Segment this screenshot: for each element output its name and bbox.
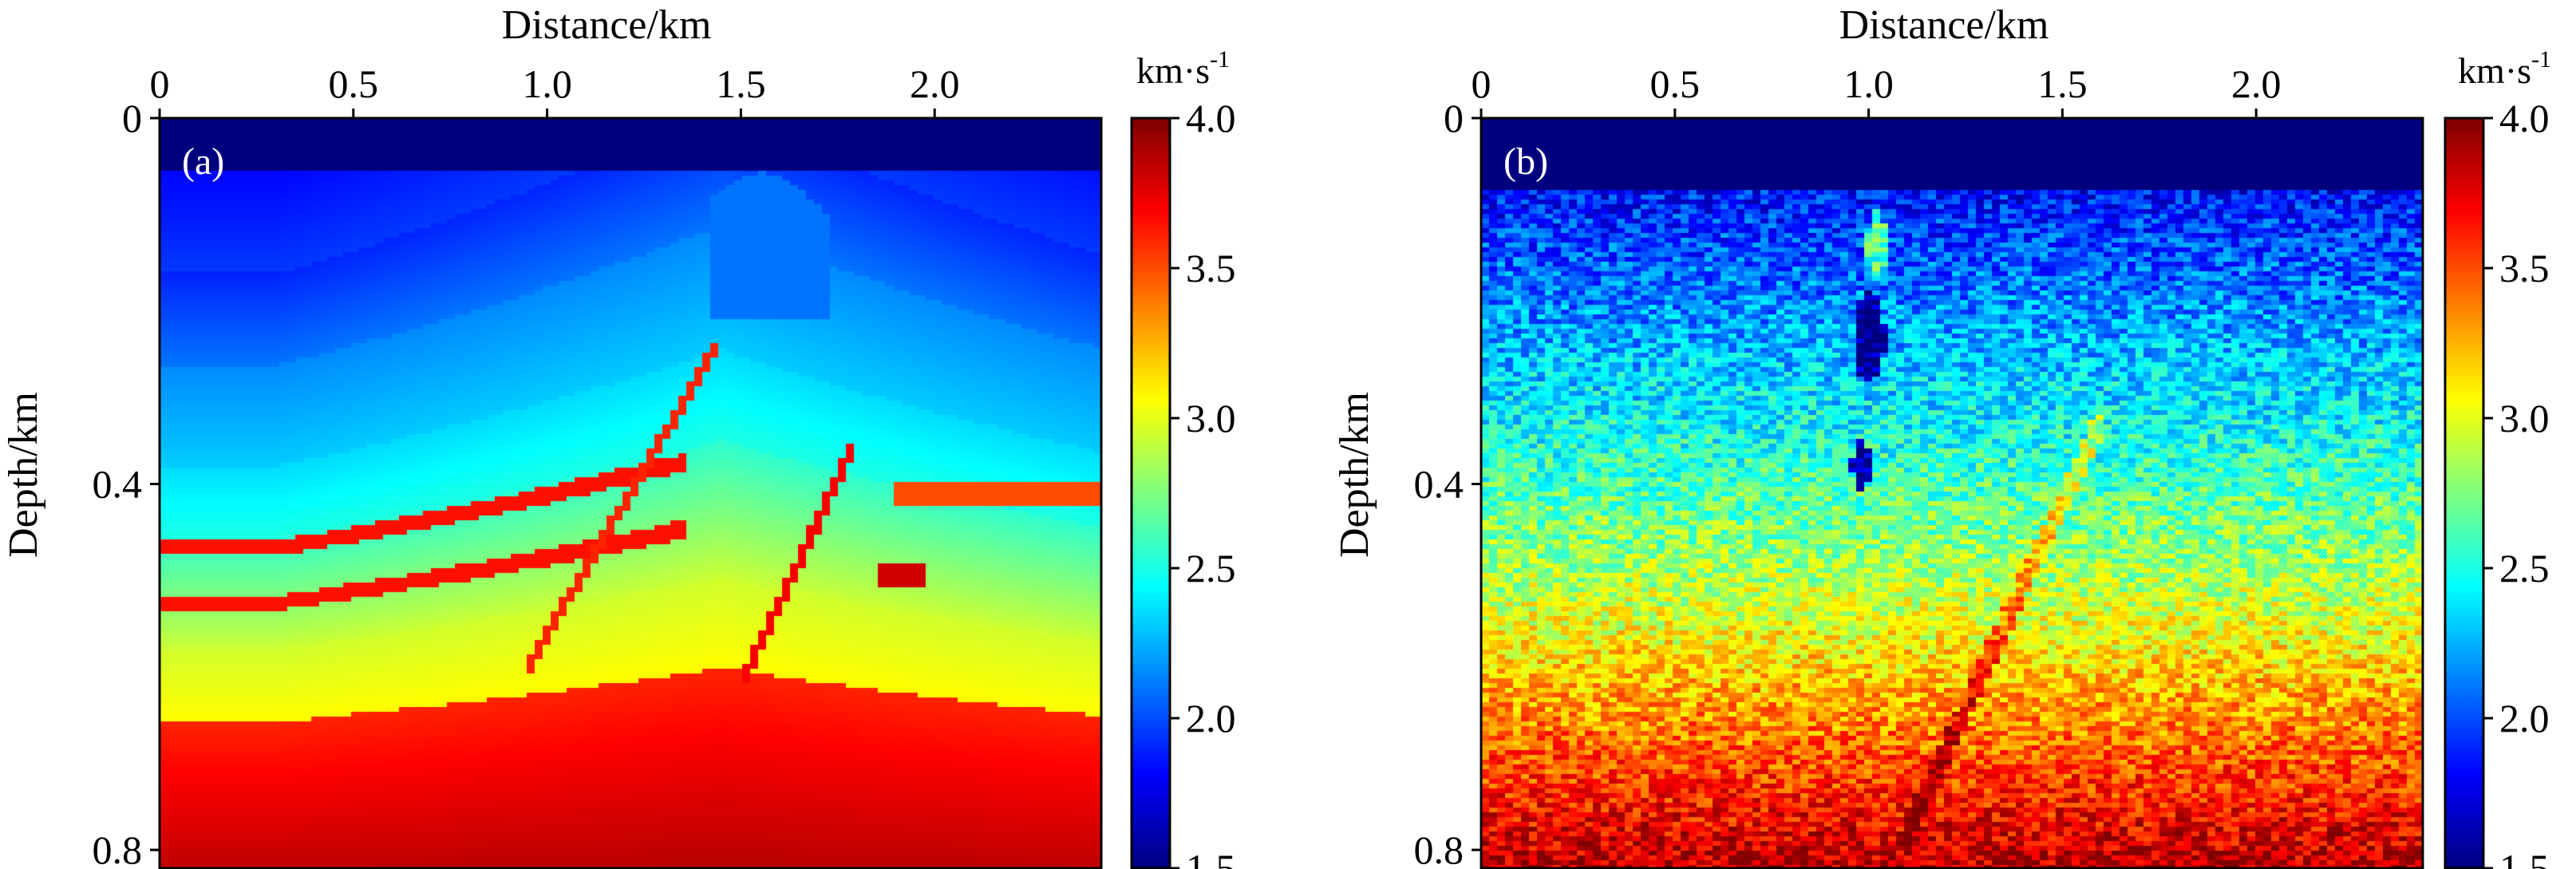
panel-b-heatmap bbox=[1481, 118, 2423, 868]
panel-b-x-tick-label: 1.0 bbox=[1843, 61, 1894, 106]
panel-a-y-tick-label: 0.8 bbox=[93, 828, 143, 869]
panel-b-colorbar-tick-label: 2.0 bbox=[2499, 696, 2550, 741]
panel-a-x-tick-label: 2.0 bbox=[910, 61, 960, 106]
panel-b-x-ticks: 0 0.5 1.0 1.5 2.0 bbox=[1472, 61, 2282, 118]
panel-a-ylabel: Depth/km bbox=[1, 392, 46, 558]
panel-b-colorbar-ticks: 4.0 3.5 3.0 2.5 2.0 1.5 bbox=[2483, 96, 2550, 869]
panel-b-y-tick-label: 0.8 bbox=[1414, 828, 1464, 869]
panel-b-ylabel: Depth/km bbox=[1332, 392, 1377, 558]
panel-a-colorbar-tick-label: 2.0 bbox=[1186, 696, 1236, 741]
panel-b-colorbar-tick-label: 3.0 bbox=[2499, 396, 2550, 440]
panel-a-x-tick-label: 1.0 bbox=[522, 61, 572, 106]
panel-a-x-tick-label: 1.5 bbox=[716, 61, 766, 106]
panel-a-colorbar-unit: km·s-1 bbox=[1136, 46, 1230, 91]
panel-b-colorbar-unit: km·s-1 bbox=[2458, 46, 2551, 91]
panel-b-y-tick-label: 0 bbox=[1444, 96, 1464, 140]
panel-a-x-ticks: 0 0.5 1.0 1.5 2.0 bbox=[150, 61, 960, 118]
panel-b-x-tick-label: 0.5 bbox=[1650, 61, 1701, 106]
panel-a-label: (a) bbox=[182, 140, 224, 183]
panel-a-xlabel: Distance/km bbox=[502, 2, 712, 48]
panel-b-colorbar-tick-label: 1.5 bbox=[2499, 846, 2550, 869]
panel-b: Distance/km Depth/km 0 0.5 1.0 1.5 2.0 00.40… bbox=[1332, 2, 2551, 869]
panel-b-xlabel: Distance/km bbox=[1839, 2, 2049, 48]
panel-b-colorbar-unit-exponent: -1 bbox=[2531, 46, 2551, 73]
panel-b-label: (b) bbox=[1503, 140, 1548, 183]
panel-a-colorbar bbox=[1130, 117, 1171, 869]
panel-b-colorbar-tick-label: 2.5 bbox=[2499, 546, 2550, 591]
panel-b-x-tick-label: 1.5 bbox=[2037, 61, 2088, 106]
panel-a-heatmap bbox=[160, 118, 1101, 868]
panel-a-y-tick-label: 0 bbox=[122, 96, 142, 140]
panel-b-y-tick-label: 0.4 bbox=[1414, 462, 1464, 507]
panel-a-colorbar-tick-label: 2.5 bbox=[1186, 546, 1236, 591]
panel-a-colorbar-tick-label: 3.0 bbox=[1186, 396, 1236, 440]
panel-b-heatmap-wrapper bbox=[1481, 118, 2423, 868]
panel-a-colorbar-tick-label: 4.0 bbox=[1186, 96, 1236, 140]
panel-a-colorbar-ticks: 4.0 3.5 3.0 2.5 2.0 1.5 bbox=[1170, 96, 1236, 869]
panel-a-y-tick-label: 0.4 bbox=[93, 462, 143, 507]
panel-b-colorbar-tick-label: 4.0 bbox=[2499, 96, 2550, 140]
panel-a-heatmap-wrapper bbox=[160, 118, 1101, 868]
panel-b-x-tick-label: 2.0 bbox=[2231, 61, 2282, 106]
panel-b-colorbar bbox=[2444, 117, 2485, 869]
panel-b-y-ticks: 0 0.4 0.8 bbox=[1414, 96, 1481, 869]
panel-a-colorbar-tick-label: 1.5 bbox=[1186, 846, 1236, 869]
panel-b-frame bbox=[1480, 117, 2424, 869]
panel-b-colorbar-unit-base: km·s bbox=[2458, 50, 2531, 91]
panel-b-x-tick-label: 0 bbox=[1472, 61, 1491, 106]
panel-a-colorbar-unit-base: km·s bbox=[1136, 50, 1210, 91]
panel-a-colorbar-tick-label: 3.5 bbox=[1186, 246, 1236, 290]
panel-a-colorbar-unit-exponent: -1 bbox=[1210, 46, 1230, 73]
panel-a-x-tick-label: 0.5 bbox=[329, 61, 379, 106]
panel-a-y-ticks: 0 0.4 0.8 bbox=[93, 96, 160, 869]
panel-a-x-tick-label: 0 bbox=[150, 61, 170, 106]
panel-a-frame bbox=[158, 117, 1103, 869]
panel-b-colorbar-tick-label: 3.5 bbox=[2499, 246, 2550, 290]
panel-a: Distance/km Depth/km 0 0.5 1.0 1.5 2.0 00.40… bbox=[1, 2, 1236, 869]
